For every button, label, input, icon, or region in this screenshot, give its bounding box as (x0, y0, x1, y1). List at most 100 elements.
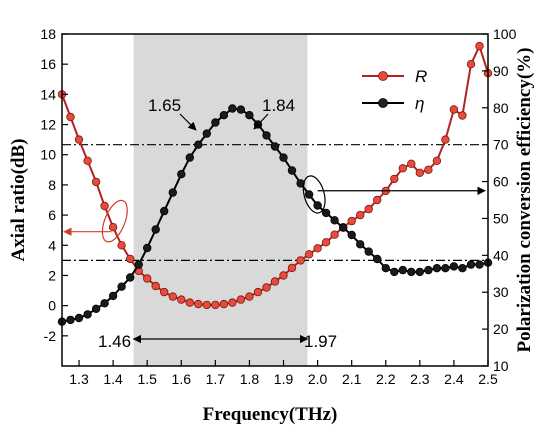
data-point-eta (194, 140, 203, 149)
data-point-r (279, 271, 288, 280)
data-point-eta (407, 267, 416, 277)
x-tick-label: 1.6 (172, 371, 192, 387)
data-point-eta (466, 260, 476, 269)
data-point-r (142, 274, 152, 283)
shaded-band (133, 34, 308, 366)
data-point-eta (202, 129, 211, 138)
x-tick-label: 1.7 (206, 371, 226, 387)
data-point-eta (432, 264, 442, 273)
data-point-r (364, 204, 373, 214)
data-point-eta (424, 265, 433, 275)
data-point-r (330, 230, 339, 239)
data-point-eta (373, 254, 382, 264)
y-right-axis-title: Polarization conversion efficiency(%) (514, 48, 535, 353)
series-layer (57, 41, 493, 326)
data-point-eta (347, 230, 356, 240)
x-tick-label: 1.3 (69, 371, 89, 387)
x-tick-label: 2.0 (308, 371, 328, 387)
data-point-r (194, 299, 203, 309)
data-point-r (228, 298, 237, 307)
data-point-r (424, 165, 433, 174)
data-point-eta (279, 153, 288, 162)
data-point-r (117, 241, 126, 250)
data-point-r (253, 287, 263, 297)
data-point-eta (228, 104, 237, 113)
data-point-r (177, 295, 186, 304)
y-left-tick-label: 2 (48, 267, 56, 283)
legend-eta-label: η (415, 94, 424, 113)
data-point-r (270, 277, 280, 286)
data-point-eta (66, 315, 75, 325)
data-point-r (415, 168, 424, 177)
tick-layer: 1.3 1.4 1.5 1.6 1.7 1.8 1.9 2.0 2.1 2.2 2.3 2.4 2.5 -… (40, 26, 516, 387)
y-left-tick-label: 8 (48, 177, 56, 193)
y-left-tick-label: 12 (40, 117, 56, 133)
data-point-r (296, 256, 305, 265)
data-point-eta (321, 208, 331, 218)
data-point-eta (142, 243, 152, 253)
data-point-r (398, 164, 407, 173)
annotation-1-84: 1.84 (262, 96, 295, 115)
data-point-eta (287, 166, 297, 175)
y-right-tick-label: 70 (493, 137, 509, 153)
eta-series-ellipse (302, 175, 326, 214)
data-point-eta (415, 267, 424, 277)
data-point-eta (313, 201, 322, 210)
data-point-r (475, 41, 484, 51)
data-point-eta (458, 264, 467, 273)
y-left-tick-label: 16 (40, 56, 56, 72)
data-point-eta (134, 260, 143, 269)
data-point-r (373, 195, 382, 205)
data-point-r (304, 250, 314, 259)
y-right-tick-label: 60 (493, 174, 509, 190)
x-tick-label: 2.3 (410, 371, 430, 387)
data-point-r (100, 201, 109, 211)
data-point-r (287, 263, 297, 273)
annotation-1-46: 1.46 (98, 332, 131, 351)
data-point-r (458, 111, 467, 120)
data-point-r (262, 283, 271, 292)
y-left-axis-title: Axial ratio(dB) (8, 139, 29, 262)
y-right-tick-label: 20 (493, 321, 509, 337)
data-point-r (159, 287, 169, 297)
data-point-r (125, 254, 135, 264)
r-series-ellipse (101, 199, 128, 243)
data-point-eta (83, 310, 92, 319)
arrow-1-84 (253, 113, 269, 130)
annotation-layer (63, 113, 486, 344)
data-point-r (441, 135, 450, 144)
data-point-eta (151, 225, 160, 234)
data-point-eta (74, 313, 84, 323)
x-tick-label: 2.4 (444, 371, 464, 387)
data-point-r (347, 216, 356, 226)
data-point-eta (125, 273, 135, 282)
data-point-r (91, 177, 101, 187)
plot-frame (61, 33, 489, 367)
data-point-eta (185, 153, 194, 162)
y-left-tick-label: 18 (40, 26, 56, 42)
shaded-band-layer (133, 34, 308, 366)
x-tick-label: 1.9 (274, 371, 294, 387)
annotation-1-65: 1.65 (148, 96, 181, 115)
y-left-tick-label: 14 (40, 86, 56, 102)
data-point-eta (159, 206, 169, 216)
data-point-eta (304, 190, 314, 199)
legend-eta-marker (378, 98, 388, 108)
data-point-r (407, 159, 416, 168)
data-point-eta (211, 118, 220, 127)
x-tick-label: 1.5 (137, 371, 157, 387)
arrow-1-65 (179, 113, 197, 131)
data-point-r (108, 222, 118, 232)
data-point-r (211, 300, 220, 310)
legend-r-label: R (415, 67, 427, 86)
data-point-eta (475, 260, 484, 269)
x-tick-label: 2.2 (376, 371, 396, 387)
y-right-tick-label: 10 (493, 358, 509, 374)
data-point-eta (356, 240, 365, 249)
legend-r-marker (378, 71, 388, 81)
y-right-tick-label: 80 (493, 100, 509, 116)
x-axis-title: Frequency(THz) (203, 404, 338, 425)
data-point-eta (117, 282, 126, 291)
y-right-tick-label: 100 (493, 26, 517, 42)
